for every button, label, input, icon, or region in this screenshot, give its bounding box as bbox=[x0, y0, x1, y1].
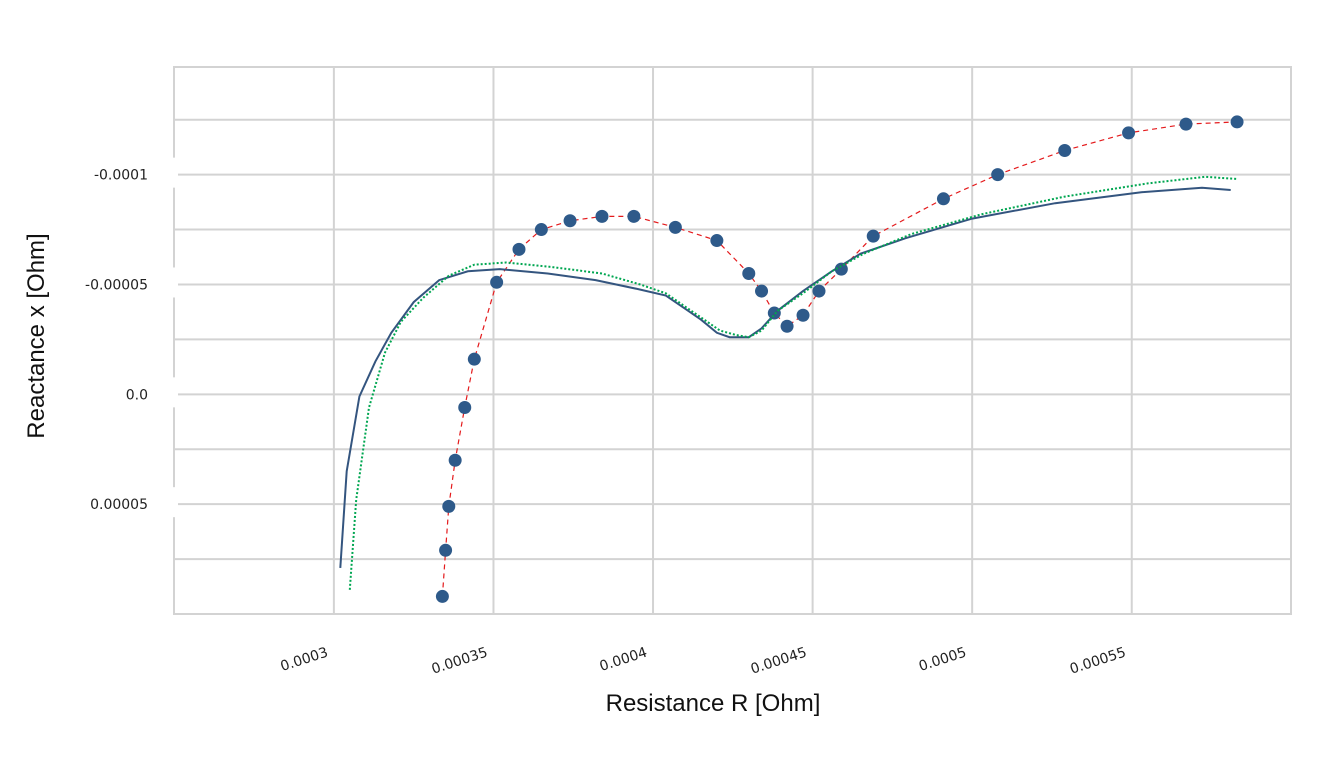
series-1-point bbox=[796, 308, 810, 322]
series-1-point bbox=[458, 401, 472, 415]
series bbox=[339, 115, 1244, 603]
series-1-point bbox=[467, 352, 481, 366]
series-1-point bbox=[742, 266, 756, 280]
series-1-point bbox=[627, 209, 641, 223]
series-1-point bbox=[490, 275, 504, 289]
y-tick-label: 0.0 bbox=[126, 387, 148, 403]
y-tick-gap bbox=[170, 377, 178, 408]
x-tick-label: 0.00055 bbox=[1068, 645, 1128, 678]
tick-labels: 0.0003 0.00035 0.0004 0.00045 0.0005 0.00055 -… bbox=[85, 157, 1128, 678]
series-1-point bbox=[668, 220, 682, 234]
series-1-point bbox=[755, 284, 769, 298]
x-tick-label: 0.0004 bbox=[598, 645, 650, 675]
series-1-point bbox=[448, 453, 462, 467]
series-3-line bbox=[348, 175, 1238, 590]
x-tick-label: 0.00045 bbox=[749, 645, 809, 678]
series-1-line bbox=[441, 121, 1238, 597]
series-1-point bbox=[710, 234, 724, 248]
y-axis-label: Reactance x [Ohm] bbox=[23, 233, 50, 438]
series-1-point bbox=[1179, 117, 1193, 131]
series-1-point bbox=[1058, 143, 1072, 157]
plot-border bbox=[173, 66, 1292, 615]
series-1-point bbox=[534, 223, 548, 237]
y-tick-label: -0.0001 bbox=[94, 168, 148, 184]
series-1-point bbox=[1230, 115, 1244, 129]
series-1-point bbox=[435, 589, 449, 603]
series-1-point bbox=[991, 168, 1005, 182]
x-tick-label: 0.0005 bbox=[917, 645, 969, 675]
series-1-point bbox=[439, 543, 453, 557]
y-tick-gap bbox=[170, 487, 178, 518]
series-1-point bbox=[780, 319, 794, 333]
series-1-point bbox=[812, 284, 826, 298]
series-1-point bbox=[512, 242, 526, 256]
series-1-point bbox=[936, 192, 950, 206]
series-1-point bbox=[834, 262, 848, 276]
y-tick-gap bbox=[170, 267, 178, 298]
series-1-point bbox=[1122, 126, 1136, 140]
y-tick-label: 0.00005 bbox=[90, 497, 148, 513]
series-2-line bbox=[339, 186, 1231, 568]
series-1-point bbox=[866, 229, 880, 243]
y-tick-label: -0.00005 bbox=[85, 277, 148, 293]
y-tick-gap bbox=[170, 157, 178, 188]
x-axis-label: Resistance R [Ohm] bbox=[606, 690, 821, 717]
grid bbox=[173, 66, 1292, 615]
series-1-point bbox=[563, 214, 577, 228]
series-1-point bbox=[442, 499, 456, 513]
x-tick-label: 0.00035 bbox=[430, 645, 490, 678]
series-1-point bbox=[595, 209, 609, 223]
x-tick-label: 0.0003 bbox=[279, 645, 331, 675]
